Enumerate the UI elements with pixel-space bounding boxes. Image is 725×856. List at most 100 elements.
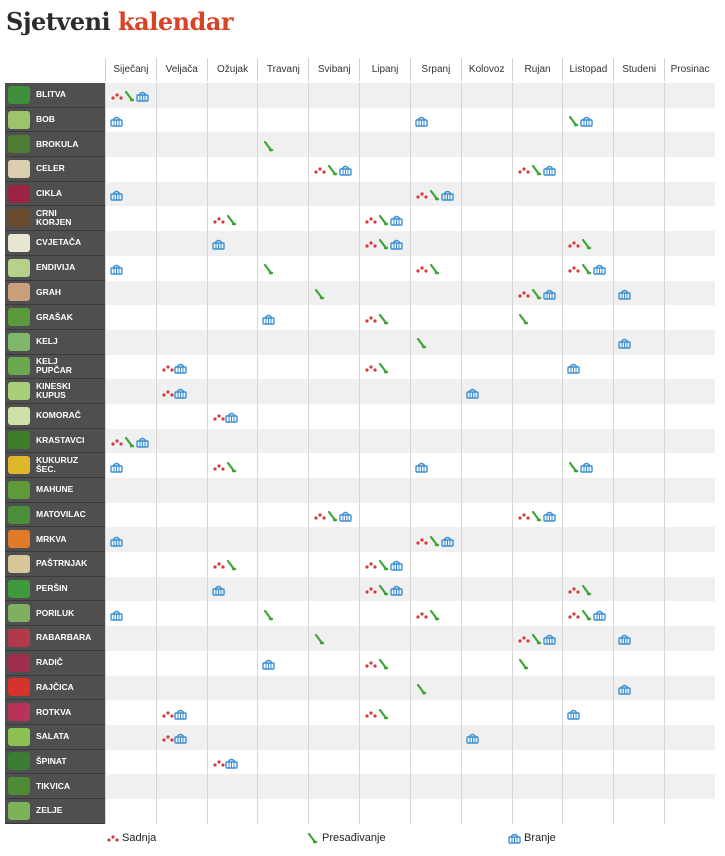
calendar-cell bbox=[155, 626, 207, 651]
seedling-icon bbox=[377, 361, 389, 374]
seedling-icon bbox=[567, 460, 579, 473]
calendar-cell bbox=[206, 206, 258, 232]
table-row: KOMORAČ bbox=[5, 403, 715, 429]
calendar-cell bbox=[511, 478, 563, 503]
calendar-cell bbox=[105, 83, 156, 108]
calendar-cell bbox=[460, 107, 512, 133]
vegetable-thumbnail bbox=[8, 801, 30, 820]
calendar-cell bbox=[155, 675, 207, 701]
seedling-icon bbox=[262, 139, 274, 152]
calendar-cell bbox=[562, 428, 613, 454]
seedling-icon bbox=[377, 657, 389, 670]
calendar-cell bbox=[613, 502, 664, 528]
seedling-icon bbox=[326, 509, 338, 522]
vegetable-name: GRAŠAK bbox=[36, 311, 73, 322]
calendar-cell bbox=[105, 181, 156, 207]
calendar-cell bbox=[257, 354, 308, 380]
calendar-cell bbox=[105, 428, 156, 454]
seedling-icon bbox=[123, 435, 135, 448]
calendar-cell bbox=[562, 453, 613, 478]
calendar-cell bbox=[257, 527, 308, 553]
basket-icon bbox=[110, 534, 123, 547]
calendar-cell bbox=[613, 749, 664, 775]
table-row: BLITVA bbox=[5, 83, 715, 108]
calendar-cell bbox=[613, 724, 664, 750]
vegetable-name: TIKVICA bbox=[36, 780, 70, 791]
calendar-cell bbox=[155, 231, 207, 256]
calendar-cell bbox=[562, 601, 613, 627]
calendar-cell bbox=[613, 305, 664, 330]
seed-icon bbox=[415, 188, 428, 200]
calendar-cell bbox=[206, 379, 258, 404]
calendar-cell bbox=[359, 650, 410, 676]
calendar-cell bbox=[257, 650, 308, 676]
vegetable-thumbnail bbox=[8, 703, 30, 722]
title-part-2: kalendar bbox=[118, 7, 234, 36]
basket-icon bbox=[390, 237, 403, 251]
calendar-cell bbox=[409, 453, 461, 478]
table-row: RADIČ bbox=[5, 650, 715, 676]
calendar-cell bbox=[206, 132, 258, 158]
seedling-icon bbox=[415, 682, 427, 695]
basket-icon bbox=[110, 188, 123, 201]
calendar-cell bbox=[460, 428, 512, 454]
calendar-cell bbox=[359, 527, 410, 553]
vegetable-thumbnail bbox=[8, 382, 30, 401]
basket-icon bbox=[174, 386, 187, 399]
calendar-cell bbox=[664, 749, 715, 775]
calendar-cell bbox=[155, 83, 207, 108]
legend-presadivanje: Presađivanje bbox=[306, 832, 386, 844]
seedling-icon bbox=[313, 632, 325, 645]
vegetable-thumbnail bbox=[8, 777, 30, 796]
calendar-cell bbox=[613, 83, 664, 108]
calendar-cell bbox=[664, 83, 715, 108]
calendar-cell bbox=[359, 379, 410, 404]
calendar-cell bbox=[562, 798, 613, 824]
calendar-cell bbox=[511, 83, 563, 108]
calendar-cell bbox=[511, 749, 563, 775]
calendar-cell bbox=[105, 107, 156, 133]
calendar-cell bbox=[359, 157, 410, 182]
table-row: KRASTAVCI bbox=[5, 428, 715, 454]
calendar-cell bbox=[613, 552, 664, 577]
calendar-cell bbox=[105, 305, 156, 330]
calendar-cell bbox=[664, 280, 715, 306]
vegetable-thumbnail bbox=[8, 604, 30, 623]
seed-icon bbox=[567, 262, 581, 274]
vegetable-name: PAŠTRNJAK bbox=[36, 558, 88, 569]
calendar-cell bbox=[308, 650, 359, 676]
seedling-icon bbox=[326, 163, 338, 176]
vegetable-name: ROTKVA bbox=[36, 706, 72, 717]
vegetable-name: CIKLA bbox=[36, 188, 62, 199]
calendar-cell bbox=[613, 255, 664, 281]
calendar-cell bbox=[359, 601, 410, 627]
vegetable-name: ZELJE bbox=[36, 805, 63, 816]
seedling-icon bbox=[530, 287, 542, 300]
vegetable-name: KELJ bbox=[36, 336, 58, 347]
calendar-cell bbox=[562, 255, 613, 281]
calendar-cell bbox=[359, 453, 410, 478]
calendar-cell bbox=[562, 83, 613, 108]
calendar-cell bbox=[359, 354, 410, 380]
table-row: RABARBARA bbox=[5, 626, 715, 651]
calendar-cell bbox=[562, 379, 613, 404]
calendar-cell bbox=[511, 107, 563, 133]
calendar-cell bbox=[460, 403, 512, 429]
calendar-cell bbox=[105, 157, 156, 182]
calendar-cell bbox=[155, 206, 207, 232]
basket-icon bbox=[542, 163, 556, 177]
calendar-cell bbox=[359, 428, 410, 454]
calendar-cell bbox=[257, 798, 308, 824]
basket-icon bbox=[580, 460, 594, 473]
calendar-cell bbox=[562, 354, 613, 380]
table-row: CVJETAČA bbox=[5, 231, 715, 256]
calendar-cell bbox=[206, 231, 258, 256]
calendar-cell bbox=[308, 749, 359, 775]
calendar-cell bbox=[409, 255, 461, 281]
month-header-8: Rujan bbox=[511, 58, 563, 81]
calendar-cell bbox=[105, 798, 156, 824]
calendar-cell bbox=[562, 206, 613, 232]
vegetable-thumbnail bbox=[8, 233, 30, 252]
calendar-cell bbox=[105, 724, 156, 750]
basket-icon bbox=[618, 287, 631, 300]
